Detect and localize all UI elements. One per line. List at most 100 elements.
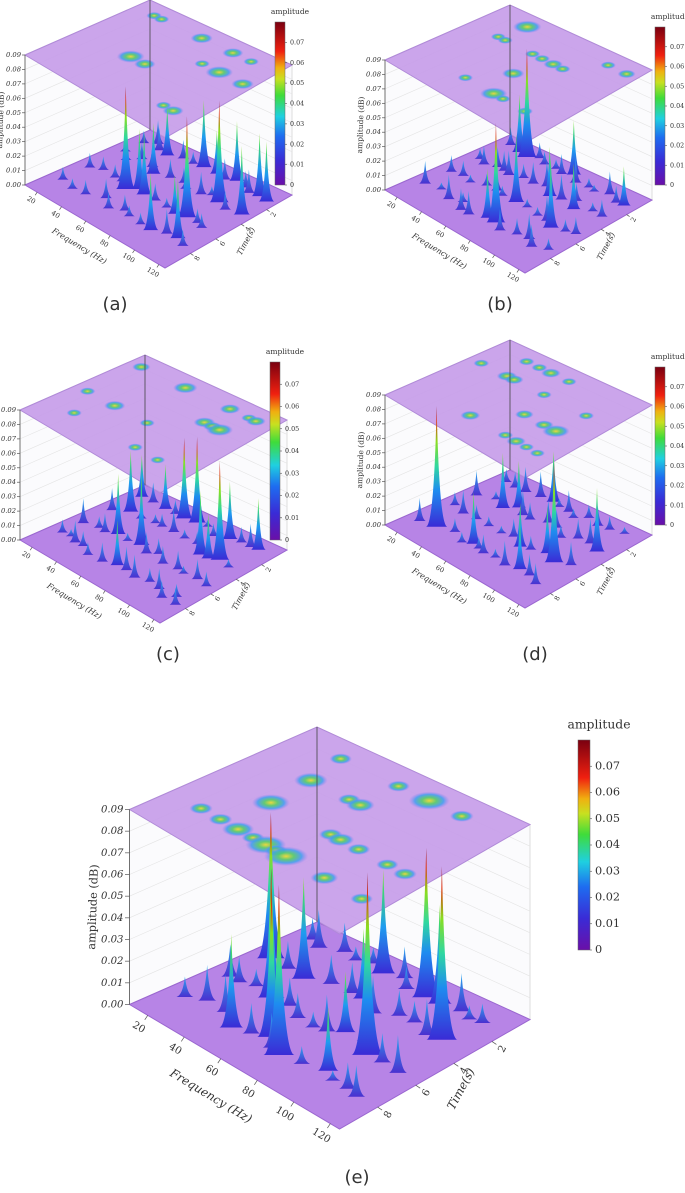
colorbar-tick-label: 0.06 bbox=[670, 63, 684, 71]
top-blob bbox=[531, 363, 548, 372]
y-tick-label: 6 bbox=[578, 245, 587, 253]
y-tick bbox=[190, 253, 194, 256]
colorbar-tick-label: 0.01 bbox=[285, 514, 299, 522]
x-tick bbox=[78, 575, 82, 580]
y-tick bbox=[415, 1084, 421, 1089]
z-tick-label: 0.07 bbox=[1, 435, 17, 443]
surface-peak bbox=[153, 568, 166, 590]
surface-peak bbox=[216, 973, 235, 1012]
z-tick-label: 0.06 bbox=[366, 99, 382, 107]
top-blob bbox=[473, 359, 490, 368]
surface-peak bbox=[461, 1005, 478, 1020]
surface-peak bbox=[218, 158, 231, 180]
surface-peak bbox=[533, 142, 546, 159]
surface-peak bbox=[542, 500, 555, 523]
surface-peak bbox=[470, 504, 483, 520]
x-tick bbox=[467, 575, 471, 579]
top-blob bbox=[512, 20, 542, 34]
z-tick-label: 0.05 bbox=[1, 464, 16, 472]
surface-peak bbox=[525, 224, 538, 247]
z-tick-label: 0.01 bbox=[1, 522, 16, 530]
surface-peak bbox=[178, 565, 189, 574]
surface-peak bbox=[390, 989, 408, 1016]
surface-peak bbox=[96, 542, 109, 562]
x-tick-label: 20 bbox=[20, 550, 31, 561]
surface-peak bbox=[550, 508, 563, 528]
surface-peak bbox=[222, 481, 238, 540]
surface-peak bbox=[527, 161, 540, 184]
surface-peak bbox=[477, 534, 490, 554]
colorbar-title: amplitude bbox=[651, 12, 685, 21]
y-tick-label: 4 bbox=[239, 580, 248, 588]
top-blob bbox=[518, 443, 535, 451]
colorbar-tick-label: 0.06 bbox=[670, 403, 684, 411]
z-tick-label: 0.02 bbox=[1, 507, 16, 515]
z-tick-label: 0.08 bbox=[366, 70, 382, 78]
panel-label: (b) bbox=[487, 294, 512, 315]
z-tick-label: 0.03 bbox=[366, 478, 381, 486]
z-tick-label: 0.09 bbox=[101, 805, 124, 816]
surface-peak bbox=[77, 498, 90, 524]
x-tick-label: 60 bbox=[434, 563, 445, 574]
top-blob bbox=[310, 871, 339, 885]
surface-peak bbox=[496, 185, 508, 196]
top-plane bbox=[383, 339, 654, 479]
x-tick bbox=[102, 590, 106, 594]
z-tick-label: 0.00 bbox=[366, 186, 382, 194]
surface-peak bbox=[617, 166, 631, 206]
x-tick bbox=[492, 254, 495, 259]
colorbar-tick-label: 0.05 bbox=[285, 425, 299, 433]
surface-peak bbox=[99, 513, 111, 533]
y-tick bbox=[626, 214, 630, 217]
top-blob bbox=[529, 449, 545, 457]
top-blob bbox=[116, 50, 145, 63]
surface-peak bbox=[109, 164, 121, 178]
surface-peak bbox=[240, 170, 252, 188]
surface-peak bbox=[583, 178, 595, 188]
panel-label: (e) bbox=[344, 1167, 369, 1188]
x-tick bbox=[467, 240, 471, 244]
top-blob bbox=[497, 36, 513, 44]
surface-peak bbox=[483, 516, 495, 527]
surface-peak bbox=[500, 468, 512, 483]
z-tick-label: 0.03 bbox=[101, 935, 124, 946]
z-tick-label: 0.05 bbox=[6, 109, 21, 117]
surface-peak bbox=[473, 536, 485, 549]
colorbar-tick-label: 0.03 bbox=[290, 120, 304, 128]
y-tick bbox=[575, 578, 579, 582]
y-tick-label: 4 bbox=[244, 225, 253, 233]
surface-peak bbox=[588, 184, 600, 192]
top-blob bbox=[208, 813, 233, 826]
top-blob bbox=[457, 73, 474, 82]
surface-peak bbox=[540, 160, 554, 187]
z-tick-label: 0.05 bbox=[101, 891, 124, 902]
surface-peak bbox=[188, 436, 207, 523]
surface-peak bbox=[140, 531, 153, 554]
surface-peak bbox=[158, 464, 173, 509]
top-blob bbox=[561, 378, 577, 386]
y-tick bbox=[626, 549, 630, 552]
x-tick-label: 40 bbox=[410, 214, 421, 225]
x-tick-label: 40 bbox=[50, 209, 61, 220]
surface-peak bbox=[93, 516, 105, 528]
surface-peak bbox=[195, 213, 208, 228]
surface-peak bbox=[128, 554, 141, 578]
surface-peak bbox=[470, 470, 483, 496]
surface-peak bbox=[152, 538, 165, 554]
z-tick-label: 0.07 bbox=[366, 85, 382, 93]
surface-peak bbox=[122, 450, 139, 512]
top-blob bbox=[189, 802, 213, 815]
surface-peak bbox=[317, 1006, 339, 1071]
z-tick-label: 0.00 bbox=[101, 1000, 124, 1011]
colorbar-tick-label: 0.03 bbox=[670, 462, 684, 470]
z-tick-label: 0.01 bbox=[366, 172, 381, 180]
surface-peak bbox=[610, 185, 622, 203]
surface-peak bbox=[564, 541, 578, 566]
colorbar-tick-label: 0.02 bbox=[670, 142, 684, 150]
surface-peak bbox=[454, 187, 467, 210]
surface-peak bbox=[524, 502, 536, 520]
surface-peak bbox=[351, 872, 384, 1055]
top-blob bbox=[190, 33, 213, 44]
y-tick bbox=[453, 1063, 459, 1067]
